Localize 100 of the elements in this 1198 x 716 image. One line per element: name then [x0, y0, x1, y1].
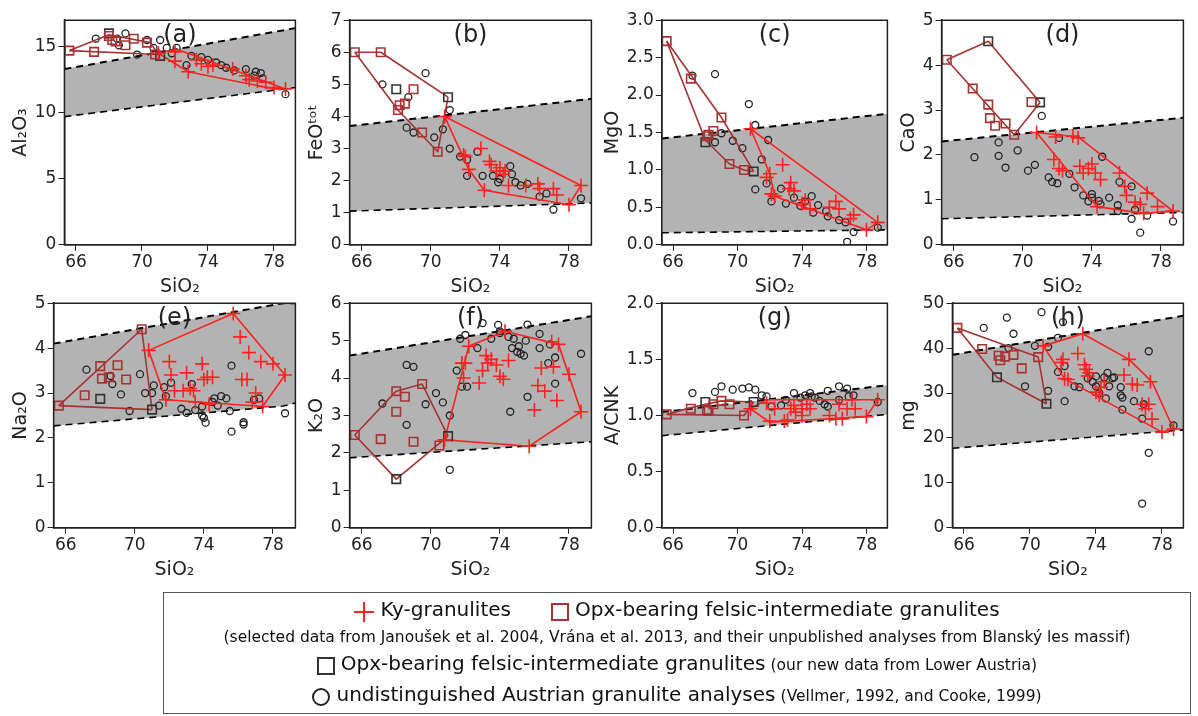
- x-tick-label: 66: [65, 251, 87, 272]
- x-tick-label: 70: [419, 534, 442, 555]
- x-axis-title: SiO₂: [154, 556, 195, 579]
- x-tick-label: 74: [193, 534, 215, 555]
- chart-title: (d): [1045, 20, 1080, 49]
- y-axis-title: mg: [896, 400, 919, 431]
- x-tick-label: 74: [1081, 251, 1103, 272]
- chart-title: (b): [453, 20, 488, 49]
- chart-title: (g): [757, 303, 792, 332]
- text: undistinguished Austrian granulite analyses: [336, 682, 776, 706]
- y-tick-label: 5: [45, 167, 57, 188]
- y-tick-label: 0: [45, 233, 57, 254]
- y-tick-label: 5: [34, 291, 46, 312]
- y-tick-label: 20: [922, 426, 945, 447]
- y-tick-label: 3: [34, 381, 46, 402]
- y-tick-label: 2: [922, 143, 934, 164]
- y-tick-label: 0: [330, 233, 342, 254]
- x-tick-label: 66: [953, 534, 975, 555]
- x-tick-label: 70: [131, 251, 153, 272]
- y-tick-label: 4: [330, 104, 342, 125]
- text: Opx-bearing felsic-intermediate granulites: [574, 597, 1000, 621]
- y-tick-label: 10: [922, 471, 945, 492]
- text: (Vellmer, 1992, and Cooke, 1999): [780, 687, 1042, 705]
- y-tick-label: 0.5: [626, 460, 654, 481]
- x-tick-label: 66: [54, 534, 77, 555]
- chart-title: (h): [1050, 303, 1085, 332]
- y-tick-label: 0.0: [626, 516, 654, 537]
- x-tick-label: 78: [262, 534, 284, 555]
- y-tick-label: 7: [330, 8, 342, 29]
- x-tick-label: 74: [1085, 534, 1107, 555]
- x-tick-label: 66: [942, 251, 965, 272]
- x-axis-title: SiO₂: [450, 273, 491, 296]
- x-axis-title: SiO₂: [450, 556, 491, 579]
- y-tick-label: 0: [922, 233, 934, 254]
- text: Opx-bearing felsic-intermediate granulites: [340, 651, 766, 675]
- x-tick-label: 78: [1151, 534, 1173, 555]
- x-tick-label: 70: [726, 251, 749, 272]
- x-tick-label: 74: [791, 251, 813, 272]
- chart-title: (a): [163, 20, 197, 49]
- y-tick-label: 2.0: [626, 291, 654, 312]
- y-tick-label: 4: [330, 366, 342, 387]
- y-tick-label: 1.0: [626, 158, 654, 179]
- chart-title: (f): [456, 303, 485, 332]
- y-tick-label: 30: [922, 381, 945, 402]
- x-axis-title: SiO₂: [1047, 556, 1088, 579]
- y-axis-title: MgO: [600, 110, 623, 155]
- x-tick-label: 74: [791, 534, 813, 555]
- y-tick-label: 2.5: [626, 46, 654, 67]
- y-tick-label: 5: [330, 329, 342, 350]
- x-tick-label: 78: [1150, 251, 1172, 272]
- y-axis-title: K₂O: [304, 397, 327, 434]
- y-tick-label: 1.0: [626, 403, 654, 424]
- y-tick-label: 15: [34, 35, 57, 56]
- y-tick-label: 5: [330, 72, 342, 93]
- y-tick-label: 2.0: [626, 83, 654, 104]
- x-tick-label: 70: [419, 251, 442, 272]
- y-tick-label: 10: [34, 101, 57, 122]
- y-tick-label: 1: [922, 188, 934, 209]
- x-axis-title: SiO₂: [754, 273, 795, 296]
- x-axis-title: SiO₂: [1042, 273, 1083, 296]
- text: (selected data from Janoušek et al. 2004, Vrána et al. 2013, and their unpublished analyses from Blanský les massif): [222, 627, 1132, 648]
- x-axis-title: SiO₂: [159, 273, 200, 296]
- y-axis-title: Al₂O₃: [8, 108, 31, 157]
- x-tick-label: 70: [726, 534, 749, 555]
- y-tick-label: 0: [330, 516, 342, 537]
- x-tick-label: 78: [263, 251, 285, 272]
- text: (our new data from Lower Austria): [770, 656, 1038, 674]
- y-tick-label: 3.0: [626, 8, 654, 29]
- chart-title: (e): [157, 303, 192, 332]
- y-tick-label: 1.5: [626, 120, 654, 141]
- x-tick-label: 70: [1011, 251, 1034, 272]
- y-tick-label: 0: [933, 516, 945, 537]
- y-tick-label: 2: [330, 169, 342, 190]
- x-tick-label: 66: [662, 251, 684, 272]
- y-tick-label: 6: [330, 291, 342, 312]
- x-tick-label: 74: [489, 534, 511, 555]
- x-tick-label: 78: [558, 251, 580, 272]
- y-tick-label: 1.5: [626, 347, 654, 368]
- x-axis-title: SiO₂: [754, 556, 795, 579]
- x-tick-label: 70: [1019, 534, 1041, 555]
- x-tick-label: 74: [489, 251, 511, 272]
- y-tick-label: 40: [922, 336, 945, 357]
- x-tick-label: 78: [855, 534, 878, 555]
- chart-title: (c): [758, 20, 791, 49]
- y-tick-label: 1: [330, 201, 342, 222]
- y-tick-label: 2: [34, 426, 46, 447]
- y-tick-label: 4: [922, 53, 934, 74]
- x-tick-label: 78: [558, 534, 580, 555]
- y-axis-title: FeOᵗᵒᵗ: [304, 104, 327, 161]
- y-tick-label: 50: [922, 291, 945, 312]
- y-tick-label: 0.5: [626, 195, 654, 216]
- y-tick-label: 3: [330, 136, 342, 157]
- x-tick-label: 66: [662, 534, 684, 555]
- x-tick-label: 78: [855, 251, 878, 272]
- y-tick-label: 6: [330, 40, 342, 61]
- y-axis-title: A/CNK: [600, 385, 623, 446]
- y-tick-label: 0: [34, 516, 46, 537]
- y-tick-label: 3: [330, 403, 342, 424]
- x-tick-label: 70: [123, 534, 146, 555]
- y-axis-title: Na₂O: [8, 391, 31, 440]
